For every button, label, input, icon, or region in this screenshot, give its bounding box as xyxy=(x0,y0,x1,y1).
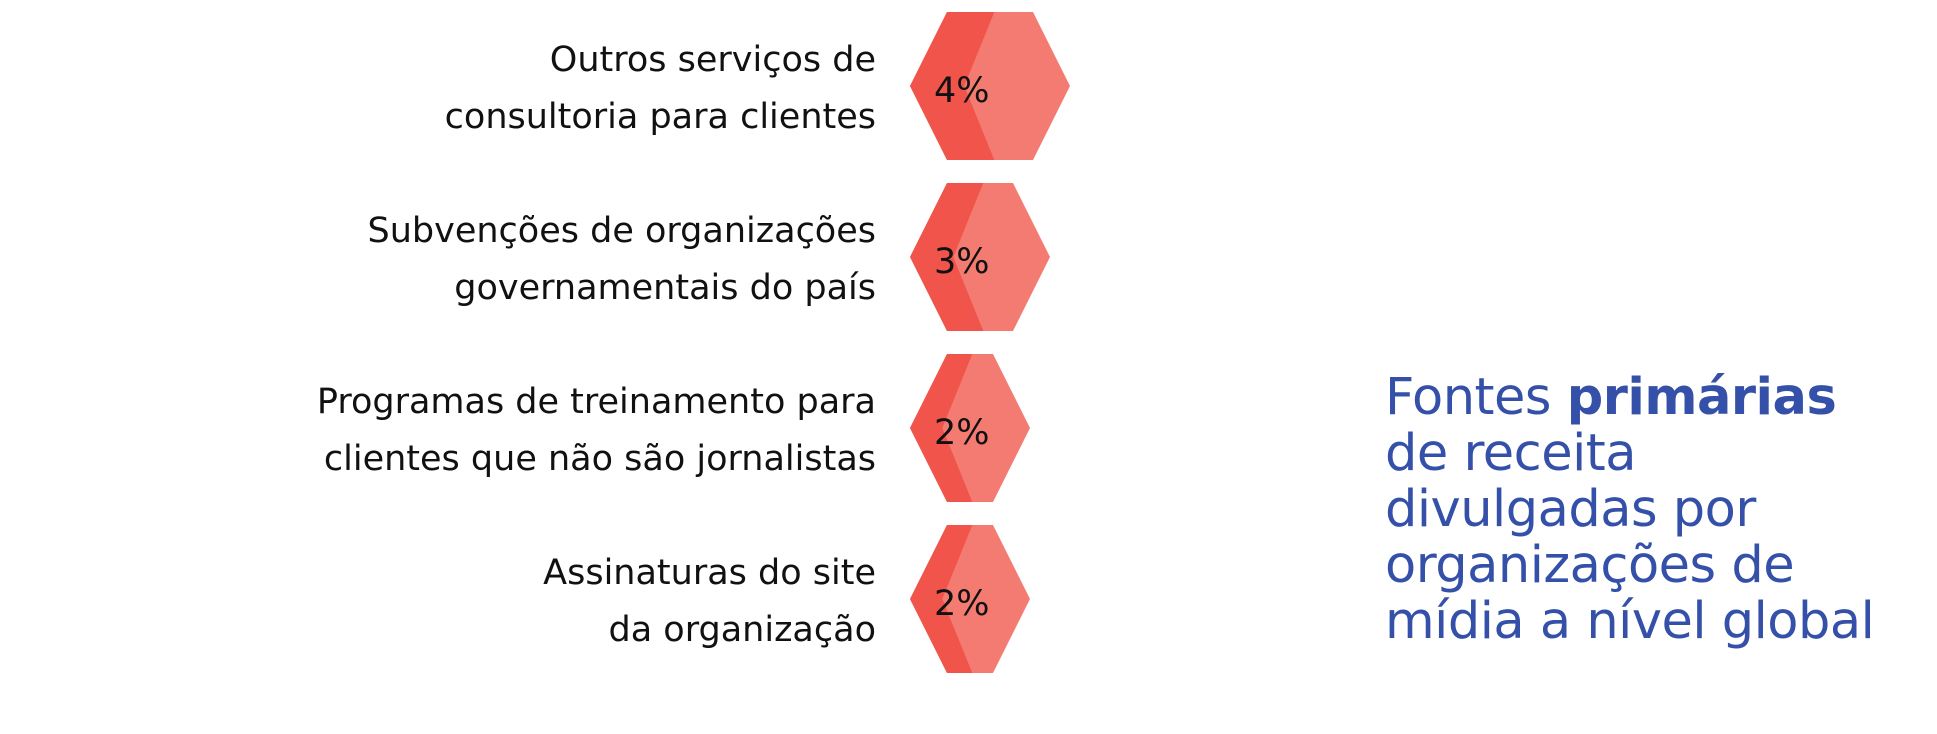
value-label: 2% xyxy=(934,413,990,453)
title-bold-text: primárias xyxy=(1566,368,1837,427)
hexagon-mark xyxy=(910,525,1030,673)
hexagon-dark-face xyxy=(910,525,973,673)
category-label: governamentais do país xyxy=(454,268,876,308)
hexagon-mark xyxy=(910,354,1030,502)
title-line-5: mídia a nível global xyxy=(1385,592,1875,651)
hexagon-mark xyxy=(910,12,1070,160)
value-label: 4% xyxy=(934,71,990,111)
title-line-3: divulgadas por xyxy=(1385,480,1756,539)
title-line-2: de receita xyxy=(1385,424,1637,483)
value-label: 2% xyxy=(934,584,990,624)
category-label: Programas de treinamento para xyxy=(317,382,876,422)
category-label: clientes que não são jornalistas xyxy=(324,439,876,479)
category-label: consultoria para clientes xyxy=(445,97,876,137)
chart-title: Fontes primárias de receita divulgadas p… xyxy=(1385,370,1925,650)
title-normal-text: Fontes xyxy=(1385,368,1567,427)
value-label: 3% xyxy=(934,242,990,282)
hexagon-mark xyxy=(910,183,1050,331)
hexagon-dark-face xyxy=(910,12,995,160)
category-label: Outros serviços de xyxy=(550,40,876,80)
hexagon-dark-face xyxy=(910,354,973,502)
category-label: da organização xyxy=(609,610,876,650)
title-line-4: organizações de xyxy=(1385,536,1795,595)
hexagon-dark-face xyxy=(910,183,984,331)
category-label: Subvenções de organizações xyxy=(368,211,876,251)
title-line-1: Fontes primárias xyxy=(1385,370,1925,426)
category-label: Assinaturas do site xyxy=(543,553,876,593)
